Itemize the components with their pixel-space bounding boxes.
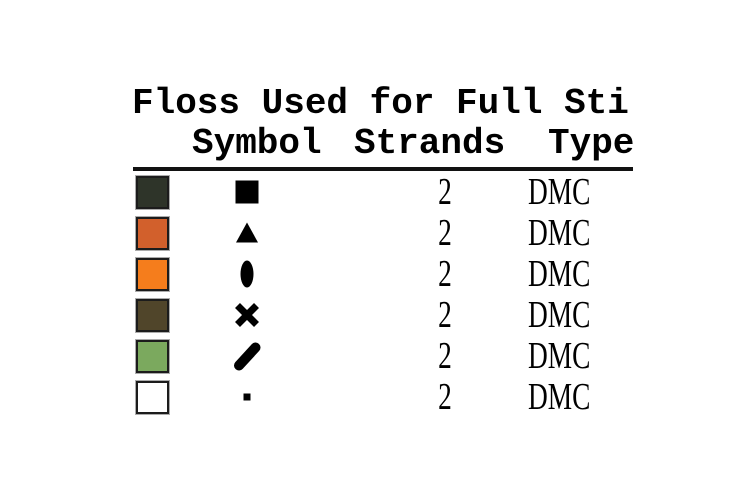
thick-slash-icon xyxy=(230,339,264,373)
header-divider xyxy=(133,167,633,171)
strands-value: 2 xyxy=(438,171,452,213)
floss-color-swatch xyxy=(136,299,169,332)
table-row: 2 DMC xyxy=(0,172,750,213)
strands-value: 2 xyxy=(438,294,452,336)
table-row: 2 DMC xyxy=(0,213,750,254)
floss-color-swatch xyxy=(136,217,169,250)
floss-color-swatch xyxy=(136,176,169,209)
table-row: 2 DMC xyxy=(0,295,750,336)
type-value: DMC xyxy=(528,376,591,418)
type-value: DMC xyxy=(528,171,591,213)
column-header-type: Type xyxy=(548,123,635,164)
strands-value: 2 xyxy=(438,253,452,295)
table-row: 2 DMC xyxy=(0,336,750,377)
type-value: DMC xyxy=(528,253,591,295)
floss-color-swatch xyxy=(136,258,169,291)
strands-value: 2 xyxy=(438,335,452,377)
column-header-strands: Strands xyxy=(354,123,506,164)
strands-value: 2 xyxy=(438,212,452,254)
bold-x-icon xyxy=(230,298,264,332)
table-row: 2 DMC xyxy=(0,377,750,418)
type-value: DMC xyxy=(528,335,591,377)
column-header-symbol: Symbol xyxy=(192,123,322,164)
floss-color-swatch xyxy=(136,381,169,414)
filled-square-icon xyxy=(230,175,264,209)
type-value: DMC xyxy=(528,212,591,254)
filled-triangle-icon xyxy=(230,216,264,250)
small-square-icon xyxy=(230,380,264,414)
floss-color-swatch xyxy=(136,340,169,373)
filled-ellipse-icon xyxy=(230,257,264,291)
table-row: 2 DMC xyxy=(0,254,750,295)
type-value: DMC xyxy=(528,294,591,336)
page-title: Floss Used for Full Sti xyxy=(132,83,629,124)
strands-value: 2 xyxy=(438,376,452,418)
